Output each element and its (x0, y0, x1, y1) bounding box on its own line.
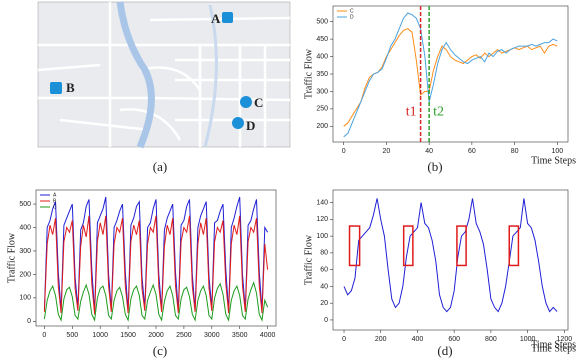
y-axis-label: Traffic Flow (303, 234, 314, 285)
marker-d (232, 117, 244, 129)
legend-label: D (350, 14, 354, 20)
plot-frame (333, 190, 568, 330)
x-tick-label: 1000 (92, 332, 108, 339)
y-tick-label: 80 (320, 250, 328, 257)
x-tick-label: 600 (448, 336, 460, 343)
x-tick-label: 20 (383, 148, 391, 155)
x-tick-label: 2000 (148, 332, 164, 339)
y-tick-label: 450 (316, 36, 328, 43)
marker-label: t1 (406, 104, 417, 119)
x-axis-label: Time Steps (531, 343, 576, 354)
caption: (a) (153, 159, 167, 174)
y-tick-label: 500 (316, 19, 328, 26)
x-tick-label: 0 (342, 148, 346, 155)
y-tick-label: 200 (316, 123, 328, 130)
figure: A B C D (a) 2002503003504004505000204060… (0, 0, 578, 362)
x-tick-label: 4000 (260, 332, 276, 339)
map: A B C D (a) (38, 2, 290, 174)
data-line (344, 13, 558, 137)
marker-a (222, 12, 233, 23)
x-tick-label: 3000 (204, 332, 220, 339)
y-tick-label: 20 (320, 300, 328, 307)
y-tick-label: 500 (19, 201, 31, 208)
y-tick-label: 300 (19, 248, 31, 255)
y-tick-label: 100 (316, 233, 328, 240)
caption: (c) (153, 343, 167, 358)
plot-frame (333, 6, 568, 142)
x-tick-label: 3500 (232, 332, 248, 339)
y-tick-label: 140 (316, 199, 328, 206)
y-axis-label: Traffic Flow (303, 48, 314, 99)
x-tick-label: 2500 (176, 332, 192, 339)
y-axis-label: Traffic Flow (6, 232, 17, 283)
y-tick-label: 250 (316, 106, 328, 113)
x-tick-label: 400 (412, 336, 424, 343)
marker-label: t2 (433, 104, 444, 119)
map-label: B (66, 80, 75, 95)
y-tick-label: 0 (27, 318, 31, 325)
y-tick-label: 400 (316, 53, 328, 60)
y-tick-label: 300 (316, 88, 328, 95)
y-tick-label: 0 (324, 317, 328, 324)
map-label: C (254, 95, 263, 110)
x-tick-label: 500 (66, 332, 78, 339)
x-axis-label: Time Steps (531, 155, 576, 166)
y-tick-label: 60 (320, 266, 328, 273)
x-tick-label: 1000 (520, 336, 536, 343)
x-tick-label: 0 (42, 332, 46, 339)
x-tick-label: 60 (468, 148, 476, 155)
x-tick-label: 800 (485, 336, 497, 343)
y-tick-label: 100 (19, 295, 31, 302)
data-line (344, 29, 558, 127)
x-tick-label: 100 (551, 148, 563, 155)
y-tick-label: 350 (316, 71, 328, 78)
y-tick-label: 120 (316, 216, 328, 223)
map-label: A (211, 11, 221, 26)
x-tick-label: 1500 (120, 332, 136, 339)
x-tick-label: 0 (342, 336, 346, 343)
marker-c (240, 96, 252, 108)
data-line (344, 198, 557, 311)
caption: (b) (427, 159, 442, 174)
y-tick-label: 40 (320, 283, 328, 290)
caption: (d) (437, 343, 452, 358)
x-tick-label: 1200 (557, 336, 573, 343)
marker-b (50, 82, 62, 94)
y-tick-label: 200 (19, 271, 31, 278)
x-tick-label: 40 (425, 148, 433, 155)
x-tick-label: 80 (511, 148, 519, 155)
legend-label: C (53, 204, 57, 210)
x-tick-label: 200 (375, 336, 387, 343)
map-label: D (246, 118, 255, 133)
y-tick-label: 400 (19, 224, 31, 231)
